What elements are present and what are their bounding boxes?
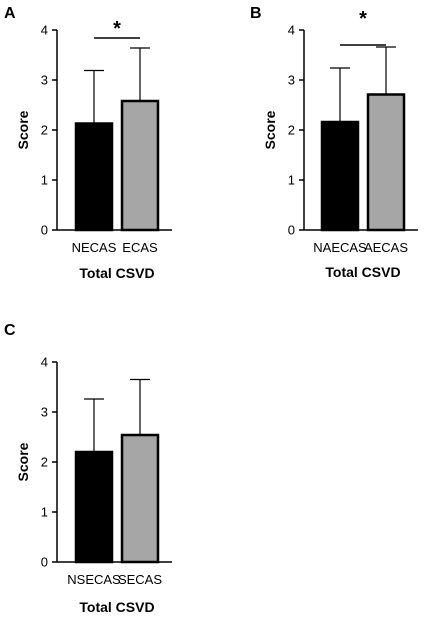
y-tick-label: 3 <box>288 73 295 88</box>
y-tick-label: 1 <box>41 505 48 520</box>
chart-panel-a: A 0 1 2 3 4 Score NECAS ECAS Total CSVD * <box>4 5 172 281</box>
x-axis-label: Total CSVD <box>325 264 400 280</box>
bar <box>74 122 114 232</box>
significance-marker: * <box>359 8 367 30</box>
y-tick-label: 4 <box>41 355 48 370</box>
y-tick-label: 0 <box>41 223 48 238</box>
bar <box>120 99 160 232</box>
category-label: NSECAS <box>67 572 121 587</box>
y-axis-label: Score <box>15 442 31 481</box>
category-label: SECAS <box>118 572 162 587</box>
y-tick-label: 1 <box>41 173 48 188</box>
panel-letter: B <box>250 5 262 22</box>
y-tick-label: 2 <box>41 123 48 138</box>
x-axis-label: Total CSVD <box>79 265 154 281</box>
bar <box>366 93 406 232</box>
x-axis-label: Total CSVD <box>79 599 154 615</box>
y-axis-label: Score <box>262 110 278 149</box>
bar <box>120 433 160 564</box>
y-tick-label: 4 <box>288 23 295 38</box>
y-tick-label: 2 <box>288 123 295 138</box>
panel-letter: C <box>4 322 16 339</box>
category-label: ECAS <box>122 240 158 255</box>
y-tick-label: 3 <box>41 405 48 420</box>
y-tick-label: 4 <box>41 23 48 38</box>
bar <box>74 450 114 564</box>
bar <box>320 120 360 232</box>
y-tick-label: 0 <box>288 223 295 238</box>
significance-marker: * <box>113 18 121 40</box>
panel-letter: A <box>4 5 16 22</box>
category-label: NECAS <box>72 240 117 255</box>
y-tick-label: 3 <box>41 73 48 88</box>
y-tick-label: 1 <box>288 173 295 188</box>
category-label: AECAS <box>364 240 408 255</box>
y-axis-label: Score <box>15 110 31 149</box>
y-tick-label: 0 <box>41 555 48 570</box>
y-tick-label: 2 <box>41 455 48 470</box>
category-label: NAECAS <box>313 240 367 255</box>
